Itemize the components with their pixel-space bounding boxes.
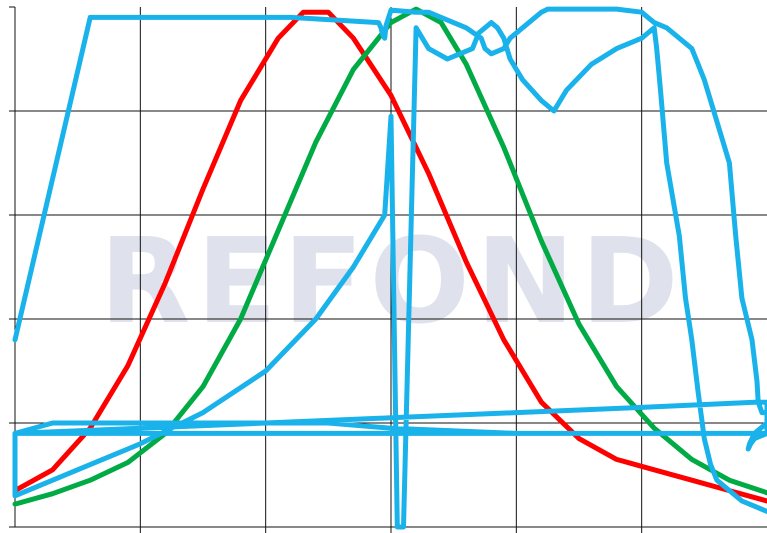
series-line-3: [12, 6, 767, 530]
series-line-1: [12, 9, 767, 504]
series-layer: [12, 6, 767, 530]
